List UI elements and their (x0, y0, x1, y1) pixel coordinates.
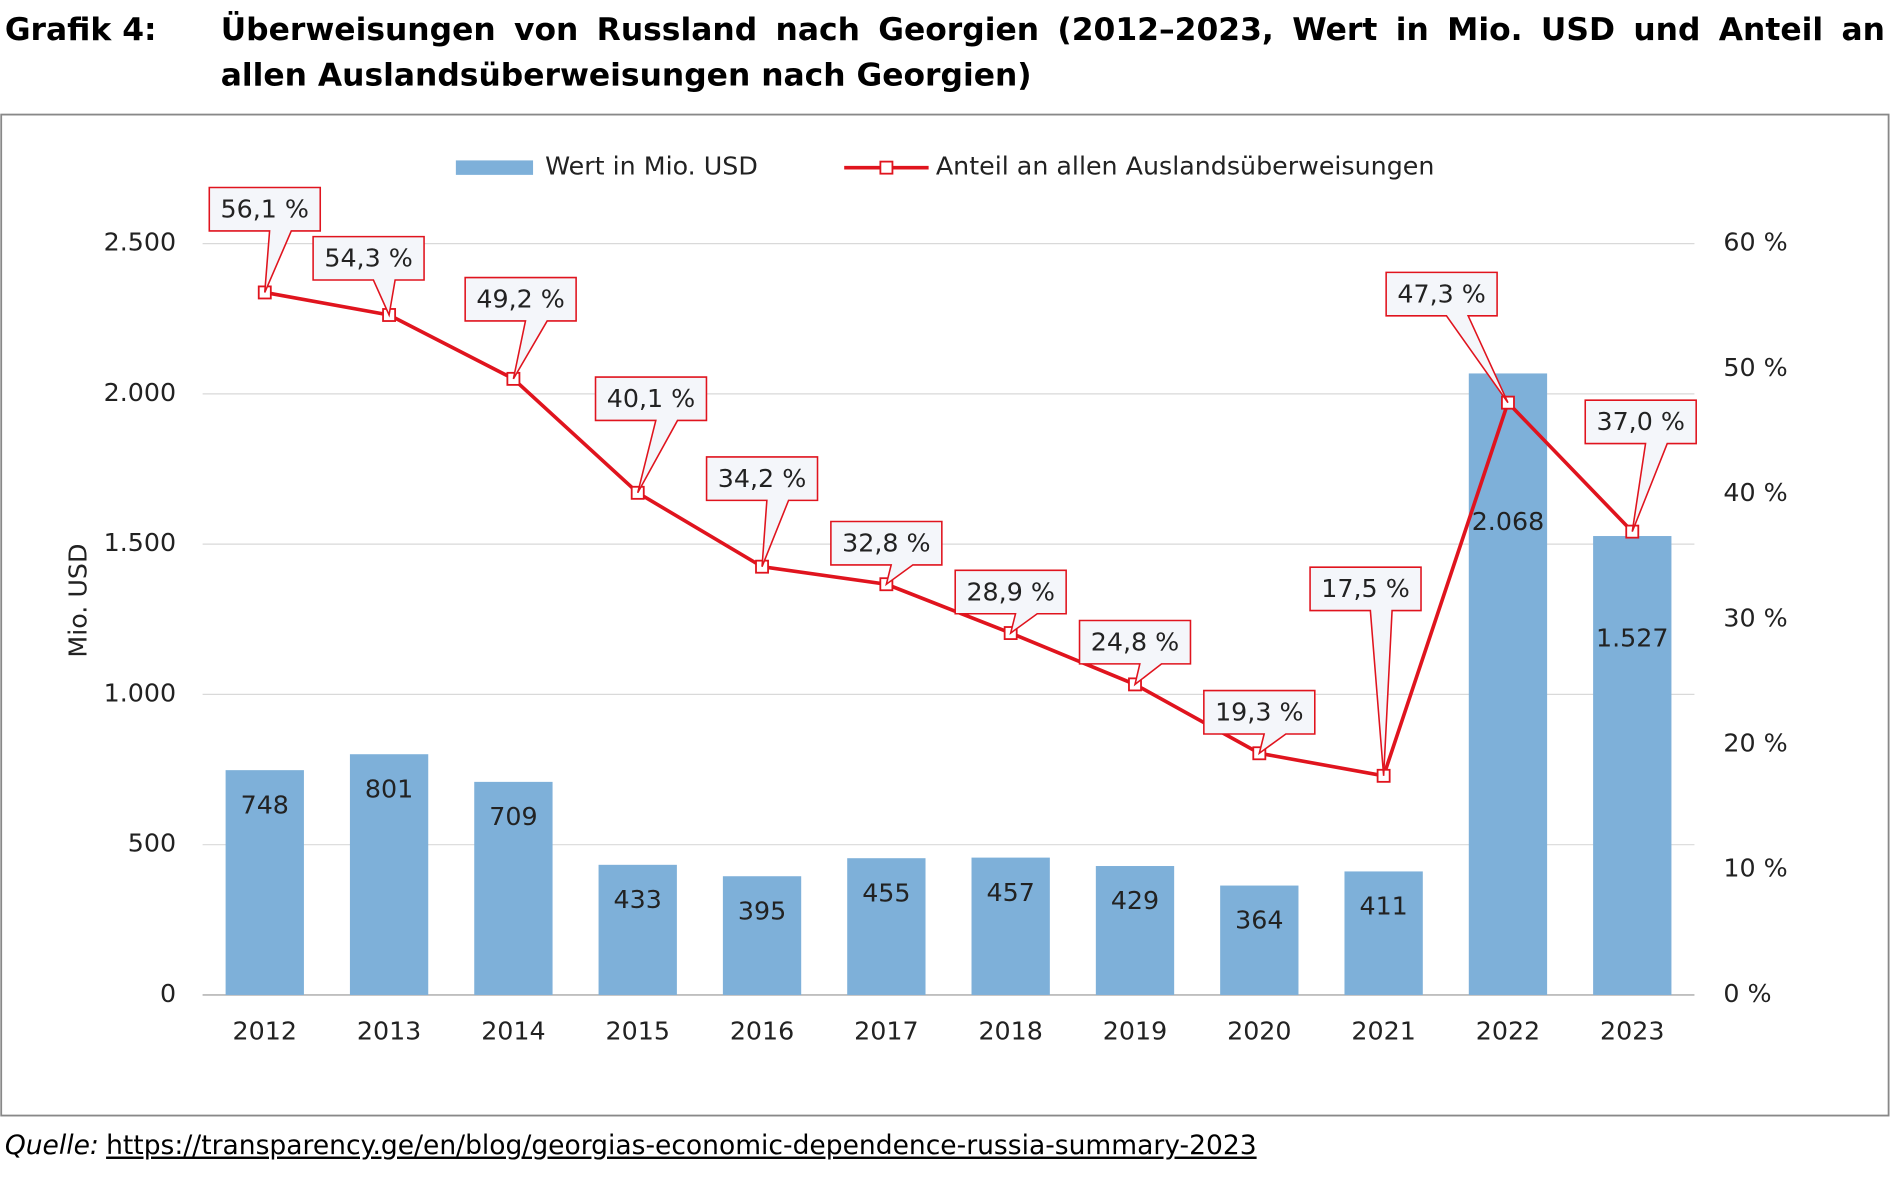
callout (464, 276, 577, 380)
bar (598, 864, 677, 995)
x-tick-label: 2013 (357, 1015, 421, 1045)
bar (1593, 536, 1672, 995)
y2-tick-label: 40 % (1723, 477, 1787, 507)
y-axis-label: Mio. USD (63, 544, 93, 658)
figure-title: Überweisungen von Russland nach Georgien… (220, 12, 1885, 95)
x-tick-label: 2019 (1103, 1015, 1167, 1045)
bar-value-label: 748 (241, 789, 289, 819)
line-value-label: 19,3 % (1215, 696, 1303, 726)
line-value-label: 49,2 % (476, 283, 564, 313)
x-tick-label: 2020 (1227, 1015, 1291, 1045)
callout (1078, 619, 1192, 687)
line (264, 290, 1634, 778)
callout (208, 186, 322, 293)
bar (1220, 885, 1299, 995)
bar-value-label: 455 (862, 877, 910, 907)
y-tick-label: 1.000 (104, 677, 176, 707)
y-tick-label: 2.500 (104, 227, 176, 257)
line-value-label: 17,5 % (1321, 573, 1409, 603)
callout (312, 235, 425, 318)
y-tick-label: 2.000 (104, 377, 176, 407)
legend-label: Anteil an allen Auslandsüberweisungen (936, 151, 1435, 181)
legend-label: Wert in Mio. USD (545, 151, 758, 181)
y2-tick-label: 60 % (1723, 227, 1787, 257)
bar-value-label: 429 (1111, 885, 1159, 915)
bar-value-label: 1.527 (1596, 623, 1668, 653)
line-value-label: 37,0 % (1596, 406, 1684, 436)
bar-value-label: 433 (614, 884, 662, 914)
bar-value-label: 364 (1235, 905, 1283, 935)
line-value-label: 47,3 % (1397, 278, 1485, 308)
line-value-label: 40,1 % (607, 383, 695, 413)
source-label: Quelle: (4, 1131, 99, 1162)
bar (225, 770, 304, 995)
callout (705, 456, 819, 567)
bar (722, 876, 802, 995)
y-tick-label: 0 (160, 978, 176, 1008)
bar-value-label: 2.068 (1472, 506, 1544, 536)
line-value-label: 34,2 % (718, 463, 806, 493)
bar (971, 857, 1050, 995)
bar (847, 858, 926, 995)
x-tick-label: 2012 (233, 1015, 297, 1045)
x-tick-label: 2015 (606, 1015, 670, 1045)
bar (474, 781, 553, 995)
y-tick-label: 500 (128, 828, 176, 858)
callout (1584, 399, 1697, 532)
y2-tick-label: 20 % (1723, 728, 1787, 758)
chart-frame (0, 113, 1890, 1117)
x-tick-label: 2023 (1600, 1015, 1664, 1045)
legend-swatch (455, 160, 534, 175)
callout (594, 376, 708, 494)
x-tick-label: 2021 (1351, 1015, 1415, 1045)
x-tick-label: 2017 (854, 1015, 918, 1045)
source-url[interactable]: https://transparency.ge/en/blog/georgias… (106, 1131, 1257, 1162)
x-tick-label: 2018 (978, 1015, 1042, 1045)
bar-value-label: 709 (489, 801, 537, 831)
bar-value-label: 411 (1359, 891, 1407, 921)
y2-tick-label: 50 % (1723, 352, 1787, 382)
line-value-label: 24,8 % (1091, 626, 1179, 656)
callout (1309, 566, 1422, 776)
x-tick-label: 2014 (481, 1015, 545, 1045)
x-tick-label: 2022 (1476, 1015, 1540, 1045)
bar-value-label: 801 (365, 773, 413, 803)
source: Quelle: https://transparency.ge/en/blog/g… (5, 1131, 1257, 1161)
bar (1468, 373, 1548, 995)
callout (1385, 271, 1509, 404)
bar (349, 754, 429, 995)
line-value-label: 28,9 % (966, 576, 1054, 606)
figure-label: Grafik 4: (4, 12, 157, 49)
callout (1203, 689, 1316, 756)
callout (954, 569, 1067, 635)
y2-tick-label: 10 % (1723, 853, 1787, 883)
y2-tick-label: 30 % (1723, 602, 1787, 632)
line-value-label: 32,8 % (842, 527, 930, 557)
bar-value-label: 395 (738, 895, 786, 925)
line-value-label: 56,1 % (221, 193, 309, 223)
bar (1095, 866, 1175, 995)
bar-value-label: 457 (987, 877, 1035, 907)
y2-tick-label: 0 % (1723, 978, 1771, 1008)
y-tick-label: 1.500 (104, 527, 176, 557)
line-value-label: 54,3 % (324, 243, 412, 273)
legend-marker (879, 160, 894, 175)
bar (1344, 871, 1423, 995)
x-tick-label: 2016 (730, 1015, 794, 1045)
callout (830, 520, 943, 587)
